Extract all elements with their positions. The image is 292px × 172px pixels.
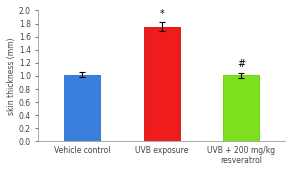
Bar (223, 75, 259, 142)
Y-axis label: skin thickness (mm): skin thickness (mm) (7, 37, 16, 115)
Bar (64, 75, 100, 142)
Text: *: * (159, 9, 164, 19)
Bar (144, 27, 180, 142)
Text: #: # (237, 59, 245, 69)
